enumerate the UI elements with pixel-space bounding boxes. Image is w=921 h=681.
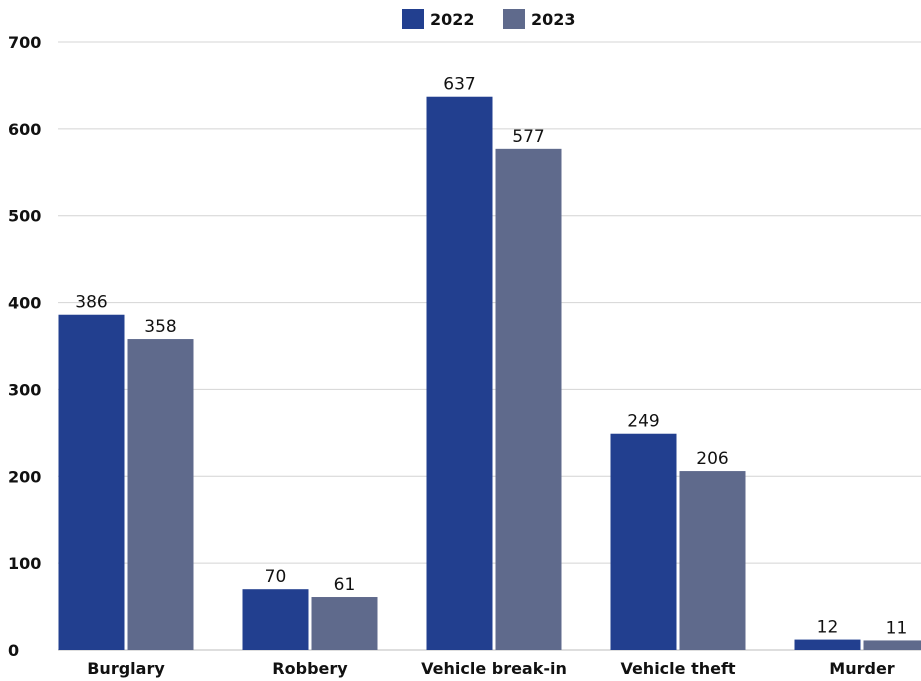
- legend-swatch: [503, 9, 525, 29]
- data-label: 70: [265, 567, 287, 587]
- x-tick-label: Murder: [829, 659, 895, 678]
- x-tick-label: Robbery: [272, 659, 348, 678]
- bar: [611, 434, 677, 650]
- y-tick-label: 500: [8, 207, 41, 226]
- bar: [59, 315, 125, 650]
- x-tick-label: Vehicle break-in: [421, 659, 567, 678]
- data-label: 61: [334, 575, 356, 595]
- bar: [312, 597, 378, 650]
- data-label: 12: [817, 618, 839, 638]
- data-label: 637: [443, 75, 475, 95]
- data-label: 386: [75, 293, 107, 313]
- x-axis: Burglary Robbery Vehicle break-in Vehicle t…: [87, 659, 895, 678]
- bars: [59, 97, 921, 650]
- data-label: 577: [512, 127, 544, 147]
- y-tick-label: 0: [8, 641, 19, 660]
- bar: [795, 640, 861, 650]
- y-tick-label: 700: [8, 33, 41, 52]
- x-tick-label: Burglary: [87, 659, 165, 678]
- legend-label: 2023: [531, 10, 576, 29]
- y-tick-label: 200: [8, 467, 41, 486]
- bar: [864, 640, 921, 650]
- legend-label: 2022: [430, 10, 475, 29]
- y-tick-label: 600: [8, 120, 41, 139]
- y-axis: 0 100 200 300 400 500 600 700: [8, 33, 41, 660]
- legend: 2022 2023: [402, 9, 576, 29]
- y-tick-label: 400: [8, 294, 41, 313]
- bar: [496, 149, 562, 650]
- bar: [243, 589, 309, 650]
- bar: [128, 339, 194, 650]
- y-tick-label: 100: [8, 554, 41, 573]
- data-label: 206: [696, 449, 728, 469]
- data-label: 11: [886, 618, 908, 638]
- x-tick-label: Vehicle theft: [620, 659, 735, 678]
- bar: [680, 471, 746, 650]
- bar: [427, 97, 493, 650]
- y-tick-label: 300: [8, 380, 41, 399]
- data-label: 358: [144, 317, 176, 337]
- legend-swatch: [402, 9, 424, 29]
- data-label: 249: [627, 412, 659, 432]
